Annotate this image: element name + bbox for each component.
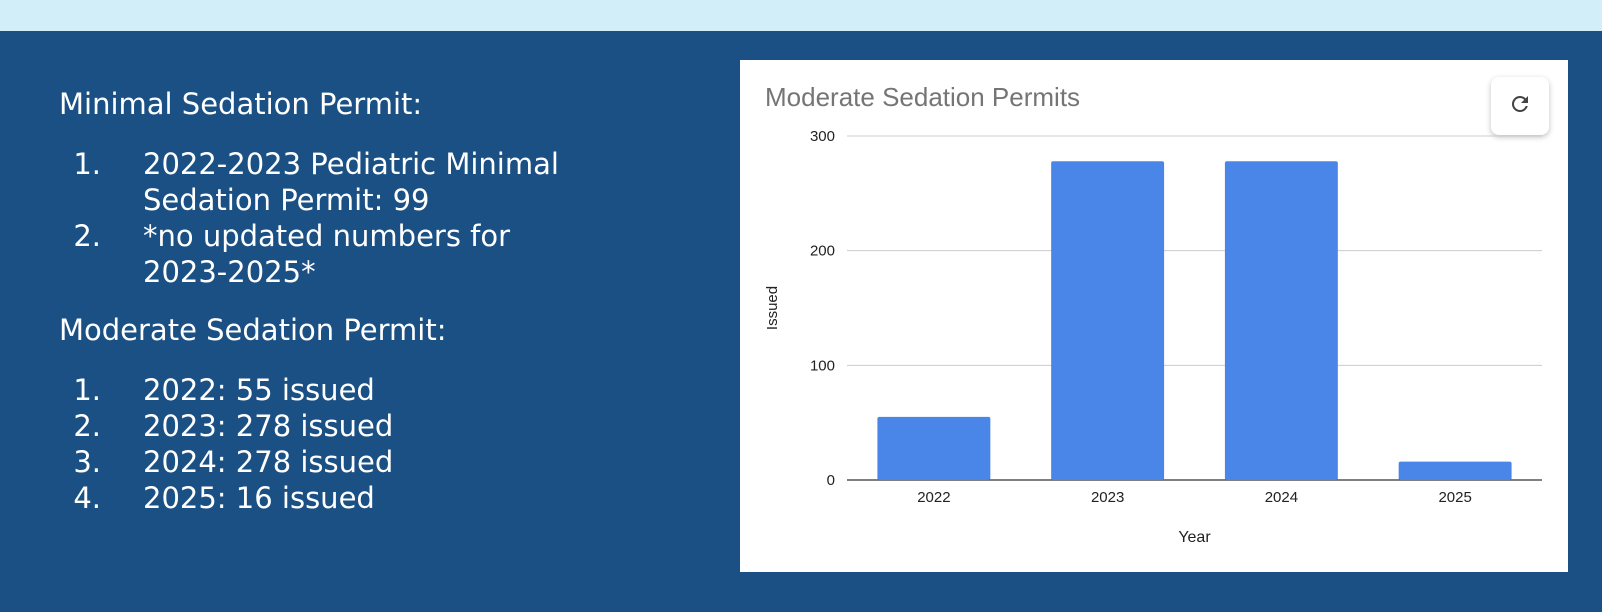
list-number: 2. [73,409,101,443]
list-text: 2023: 278 issued [143,409,394,443]
list-text: 2022-2023 Pediatric Minimal Sedation Per… [143,147,559,217]
moderate-permit-heading: Moderate Sedation Permit: [59,313,447,347]
list-text: *no updated numbers for 2023-2025* [143,219,511,289]
list-text: 2025: 16 issued [143,481,375,515]
list-number: 1. [73,373,101,407]
x-tick-label: 2025 [1438,489,1471,506]
x-tick-label: 2024 [1265,489,1298,506]
y-tick-label: 200 [810,243,835,260]
list-number: 1. [73,147,101,181]
refresh-button[interactable] [1491,77,1549,135]
y-tick-label: 100 [810,357,835,374]
list-item: 1. 2022: 55 issued [59,372,659,408]
list-number: 3. [73,445,101,479]
list-number: 4. [73,481,101,515]
list-item: 2. *no updated numbers for 2023-2025* [59,218,579,290]
bar-2024 [1224,161,1338,480]
y-tick-label: 300 [810,128,835,145]
list-item: 3. 2024: 278 issued [59,444,659,480]
x-tick-label: 2022 [917,489,950,506]
bar-2022 [877,416,991,480]
bar-2025 [1398,461,1512,480]
bar-2023 [1051,161,1165,480]
list-item: 2. 2023: 278 issued [59,408,659,444]
list-item: 4. 2025: 16 issued [59,480,659,516]
permit-summary: Minimal Sedation Permit: 1. 2022-2023 Pe… [59,86,659,516]
top-band [0,0,1602,31]
list-text: 2024: 278 issued [143,445,394,479]
chart-title: Moderate Sedation Permits [765,82,1081,112]
minimal-permit-heading: Minimal Sedation Permit: [59,87,423,121]
x-axis-title: Year [1178,529,1211,546]
y-axis-title: Issued [764,286,781,330]
bar-chart: 0 100 200 300 2022 2023 2024 2025 Year Issued [764,128,1542,546]
x-tick-label: 2023 [1091,489,1124,506]
moderate-permit-list: 1. 2022: 55 issued 2. 2023: 278 issued 3… [59,372,659,516]
list-number: 2. [73,219,101,253]
chart-card: Moderate Sedation Permits 0 100 200 300 2022… [740,60,1568,572]
list-text: 2022: 55 issued [143,373,375,407]
y-tick-label: 0 [827,472,835,489]
list-item: 1. 2022-2023 Pediatric Minimal Sedation … [59,146,579,218]
minimal-permit-list: 1. 2022-2023 Pediatric Minimal Sedation … [59,146,579,290]
